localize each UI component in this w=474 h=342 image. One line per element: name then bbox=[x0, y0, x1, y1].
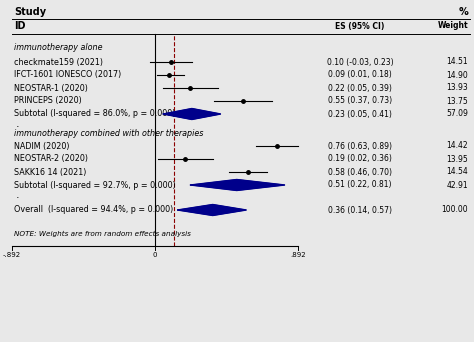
Text: IFCT-1601 IONESCO (2017): IFCT-1601 IONESCO (2017) bbox=[14, 70, 121, 79]
Text: 0.19 (0.02, 0.36): 0.19 (0.02, 0.36) bbox=[328, 155, 392, 163]
Polygon shape bbox=[190, 180, 285, 190]
Text: 13.93: 13.93 bbox=[446, 83, 468, 92]
Text: 0.09 (0.01, 0.18): 0.09 (0.01, 0.18) bbox=[328, 70, 392, 79]
Text: 14.51: 14.51 bbox=[447, 57, 468, 66]
Text: 42.91: 42.91 bbox=[447, 181, 468, 189]
Text: NEOSTAR-2 (2020): NEOSTAR-2 (2020) bbox=[14, 155, 88, 163]
Text: ES (95% CI): ES (95% CI) bbox=[335, 22, 385, 30]
Polygon shape bbox=[163, 108, 221, 119]
Text: Overall  (I-squared = 94.4%, p = 0.000): Overall (I-squared = 94.4%, p = 0.000) bbox=[14, 206, 173, 214]
Text: SAKK16 14 (2021): SAKK16 14 (2021) bbox=[14, 168, 86, 176]
Text: PRINCEPS (2020): PRINCEPS (2020) bbox=[14, 96, 82, 105]
Text: 57.09: 57.09 bbox=[446, 109, 468, 118]
Text: ID: ID bbox=[14, 21, 26, 31]
Text: 0.22 (0.05, 0.39): 0.22 (0.05, 0.39) bbox=[328, 83, 392, 92]
Text: 13.75: 13.75 bbox=[446, 96, 468, 105]
Text: Subtotal (I-squared = 92.7%, p = 0.000): Subtotal (I-squared = 92.7%, p = 0.000) bbox=[14, 181, 176, 189]
Text: Subtotal (I-squared = 86.0%, p = 0.000): Subtotal (I-squared = 86.0%, p = 0.000) bbox=[14, 109, 175, 118]
Text: 100.00: 100.00 bbox=[441, 206, 468, 214]
Text: 14.90: 14.90 bbox=[446, 70, 468, 79]
Text: .: . bbox=[16, 190, 19, 200]
Text: 0.23 (0.05, 0.41): 0.23 (0.05, 0.41) bbox=[328, 109, 392, 118]
Text: .892: .892 bbox=[290, 252, 306, 258]
Text: 0: 0 bbox=[153, 252, 157, 258]
Text: 0.58 (0.46, 0.70): 0.58 (0.46, 0.70) bbox=[328, 168, 392, 176]
Text: NADIM (2020): NADIM (2020) bbox=[14, 142, 70, 150]
Text: 14.54: 14.54 bbox=[446, 168, 468, 176]
Text: .: . bbox=[16, 119, 19, 129]
Text: 0.55 (0.37, 0.73): 0.55 (0.37, 0.73) bbox=[328, 96, 392, 105]
Text: NOTE: Weights are from random effects analysis: NOTE: Weights are from random effects an… bbox=[14, 231, 191, 237]
Text: 14.42: 14.42 bbox=[447, 142, 468, 150]
Polygon shape bbox=[177, 205, 246, 215]
Text: 0.51 (0.22, 0.81): 0.51 (0.22, 0.81) bbox=[328, 181, 392, 189]
Text: -.892: -.892 bbox=[3, 252, 21, 258]
Text: Weight: Weight bbox=[438, 22, 468, 30]
Text: 13.95: 13.95 bbox=[446, 155, 468, 163]
Text: %: % bbox=[458, 7, 468, 17]
Text: NEOSTAR-1 (2020): NEOSTAR-1 (2020) bbox=[14, 83, 88, 92]
Text: Study: Study bbox=[14, 7, 46, 17]
Text: 0.10 (-0.03, 0.23): 0.10 (-0.03, 0.23) bbox=[327, 57, 393, 66]
Text: 0.36 (0.14, 0.57): 0.36 (0.14, 0.57) bbox=[328, 206, 392, 214]
Text: 0.76 (0.63, 0.89): 0.76 (0.63, 0.89) bbox=[328, 142, 392, 150]
Text: immunotherapy alone: immunotherapy alone bbox=[14, 43, 102, 53]
Text: checkmate159 (2021): checkmate159 (2021) bbox=[14, 57, 103, 66]
Text: immunotherapy combined with other therapies: immunotherapy combined with other therap… bbox=[14, 129, 203, 137]
